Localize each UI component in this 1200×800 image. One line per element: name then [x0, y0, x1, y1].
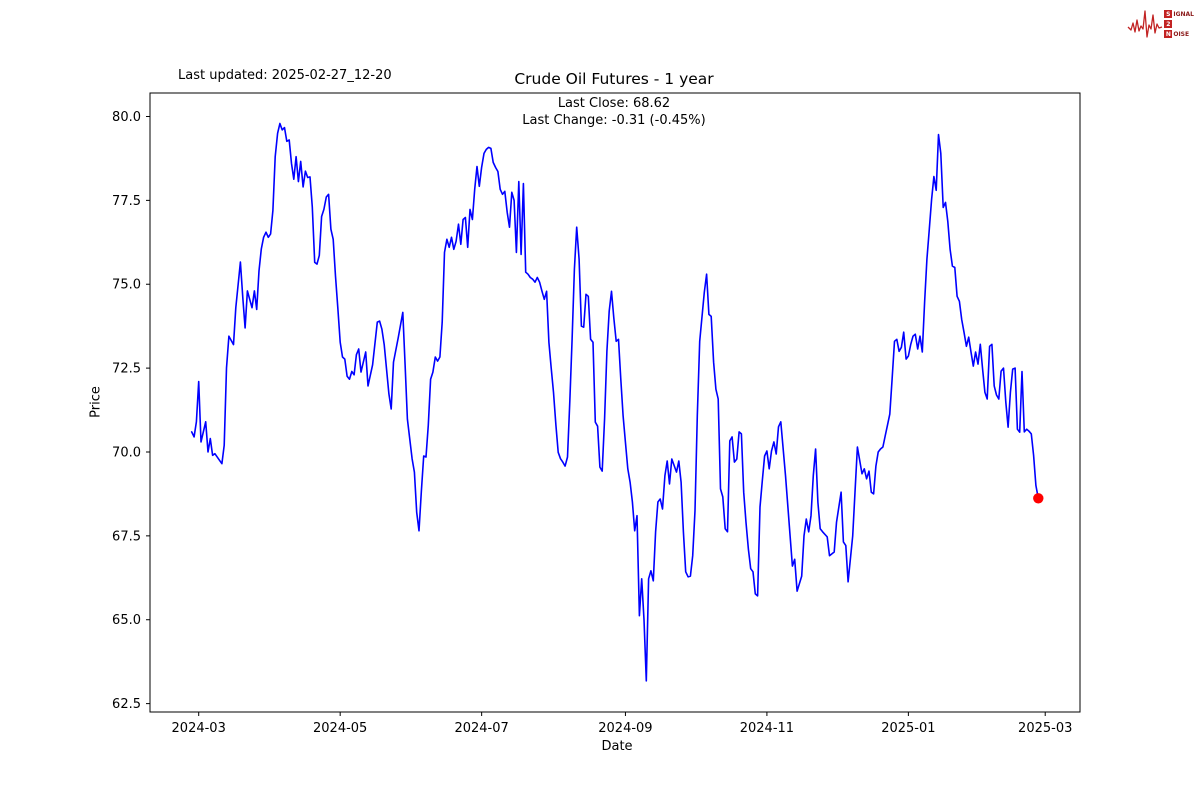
- x-tick-label: 2025-03: [1018, 721, 1072, 736]
- axes-frame: [149, 92, 1081, 713]
- x-tick-label: 2024-03: [172, 721, 226, 736]
- logo-text: S IGNAL 2 N OISE: [1164, 10, 1194, 39]
- logo-row-2: 2: [1164, 20, 1194, 29]
- x-tick-label: 2025-01: [881, 721, 935, 736]
- chart-subtitle: Last Close: 68.62 Last Change: -0.31 (-0…: [522, 95, 705, 129]
- x-tick-label: 2024-11: [740, 721, 794, 736]
- last-change-text: Last Change: -0.31 (-0.45%): [522, 113, 706, 128]
- y-tick-label: 80.0: [112, 110, 141, 125]
- x-tick-label: 2024-09: [598, 721, 652, 736]
- logo-row-signal: S IGNAL: [1164, 10, 1194, 18]
- x-tick-label: 2024-07: [454, 721, 508, 736]
- last-updated-text: Last updated: 2025-02-27_12-20: [178, 68, 392, 83]
- chart-title: Crude Oil Futures - 1 year: [514, 70, 714, 88]
- signal-2-noise-logo: S IGNAL 2 N OISE: [1127, 5, 1194, 43]
- x-axis-label: Date: [601, 739, 633, 754]
- x-tick-label: 2024-05: [313, 721, 367, 736]
- logo-letter-n: N: [1164, 30, 1173, 38]
- y-tick-label: 65.0: [112, 613, 141, 628]
- y-tick-label: 77.5: [112, 194, 141, 209]
- y-tick-label: 72.5: [112, 362, 141, 377]
- y-axis-label: Price: [88, 386, 104, 418]
- last-close-text: Last Close: 68.62: [557, 96, 671, 111]
- price-line: [190, 122, 1040, 682]
- y-tick-label: 67.5: [112, 529, 141, 544]
- logo-row-noise: N OISE: [1164, 30, 1190, 38]
- ekg-waveform-icon: [1127, 10, 1163, 38]
- logo-letter-s: S: [1164, 10, 1173, 18]
- y-tick-label: 62.5: [112, 697, 141, 712]
- last-close-marker: [1033, 493, 1044, 504]
- logo-letter-2: 2: [1164, 20, 1173, 28]
- y-tick-label: 70.0: [112, 445, 141, 460]
- y-tick-label: 75.0: [112, 278, 141, 293]
